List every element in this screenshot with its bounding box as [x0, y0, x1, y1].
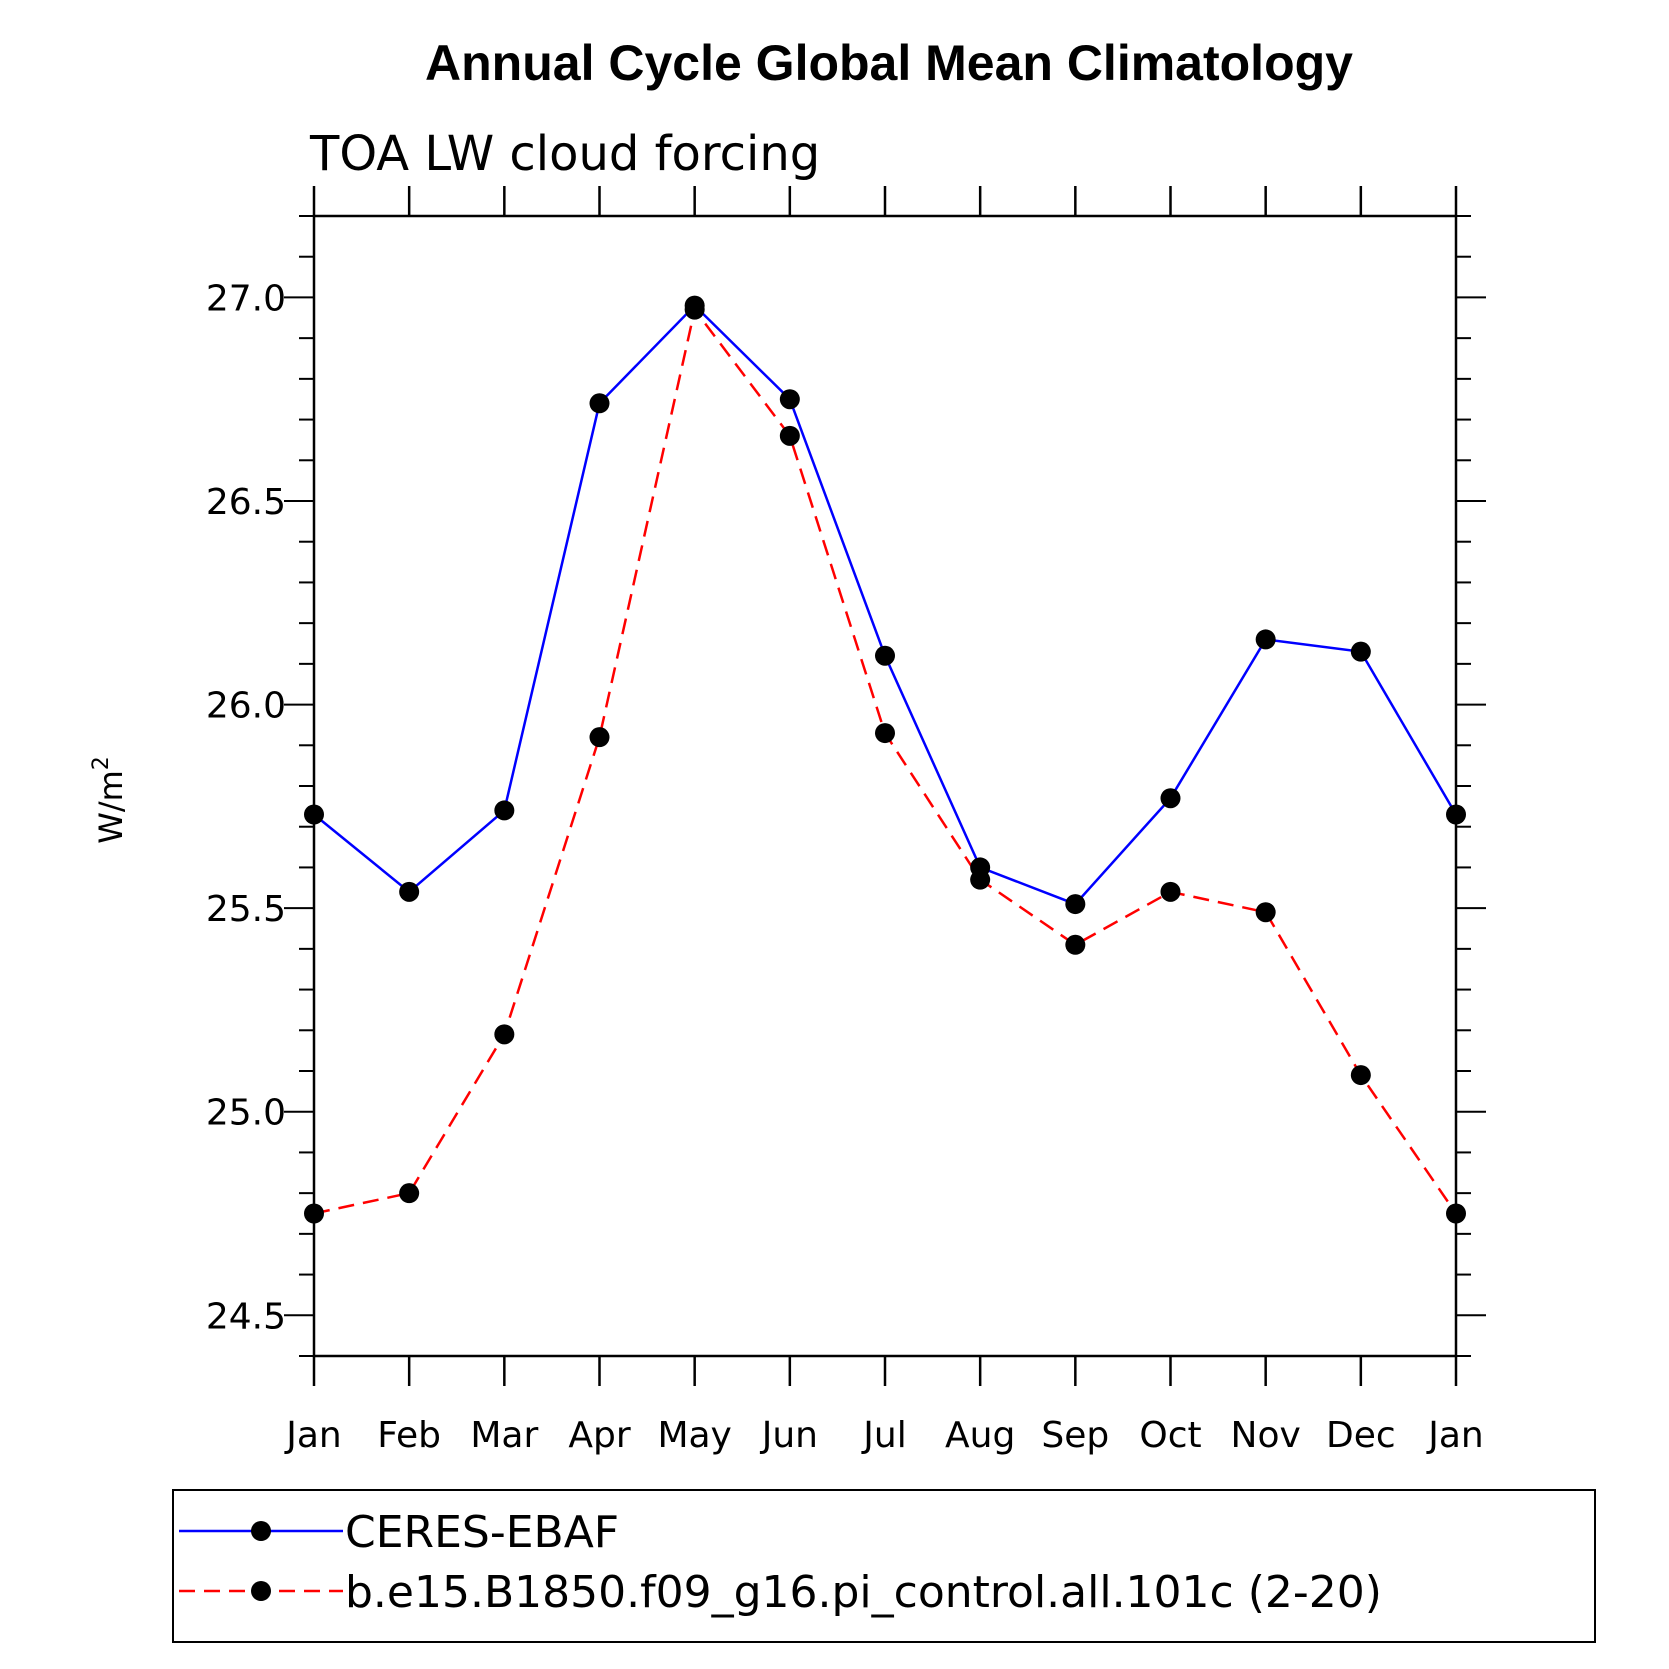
- legend-label-model: b.e15.B1850.f09_g16.pi_control.all.101c …: [345, 1567, 1382, 1618]
- data-point: [399, 1183, 420, 1204]
- data-point: [684, 299, 705, 320]
- data-point: [1350, 1065, 1371, 1086]
- data-point: [304, 1203, 324, 1224]
- y-tick-label: 25.0: [206, 1093, 286, 1134]
- legend-item-ceres: CERES-EBAF: [179, 1507, 619, 1558]
- chart-title: Annual Cycle Global Mean Climatology: [425, 35, 1353, 91]
- x-tick-label: Aug: [945, 1415, 1015, 1456]
- data-point: [875, 645, 895, 666]
- data-point: [970, 869, 991, 890]
- data-point: [1160, 788, 1181, 809]
- data-point: [1160, 881, 1181, 902]
- plot-frame: [312, 214, 1458, 1358]
- x-tick-label: Feb: [377, 1415, 441, 1456]
- x-tick-label: Mar: [470, 1415, 538, 1456]
- series-lines: [313, 303, 1458, 1215]
- data-point: [494, 800, 515, 821]
- x-tick-label: Nov: [1231, 1415, 1301, 1456]
- data-point: [779, 425, 800, 446]
- series-line-0: [313, 303, 1458, 906]
- data-point: [589, 727, 610, 748]
- data-point: [304, 804, 324, 825]
- x-tick-label: Jan: [1426, 1415, 1484, 1456]
- series-markers: [304, 295, 1466, 1224]
- y-tick-label: 25.5: [206, 889, 286, 930]
- data-point: [589, 393, 610, 414]
- y-tick-label: 24.5: [206, 1296, 286, 1337]
- data-point: [399, 881, 420, 902]
- legend-box: [172, 1489, 1596, 1643]
- data-point: [875, 723, 895, 744]
- y-tick-label: 26.5: [206, 482, 286, 523]
- data-point: [1446, 1203, 1466, 1224]
- data-point: [1065, 934, 1086, 955]
- x-tick-label: May: [657, 1415, 731, 1456]
- data-point: [1446, 804, 1466, 825]
- y-axis-label: W/m2: [89, 756, 130, 844]
- data-point: [1065, 894, 1086, 915]
- x-tick-label: Jun: [760, 1415, 818, 1456]
- y-tick-label: 26.0: [206, 686, 286, 727]
- x-tick-label: Oct: [1139, 1415, 1201, 1456]
- data-point: [779, 389, 800, 410]
- legend-swatch-ceres-marker: [251, 1521, 271, 1541]
- y-axis-label-superscript: 2: [89, 756, 114, 770]
- chart-subtitle: TOA LW cloud forcing: [309, 126, 820, 182]
- x-tick-label: Jan: [284, 1415, 342, 1456]
- y-axis-label-unit: W/m: [92, 770, 130, 844]
- data-point: [1350, 641, 1371, 662]
- x-tick-label: Apr: [568, 1415, 630, 1456]
- legend-swatch-model-marker: [251, 1581, 271, 1601]
- x-tick-label: Dec: [1326, 1415, 1396, 1456]
- x-tick-label: Jul: [861, 1415, 906, 1456]
- legend-item-model: b.e15.B1850.f09_g16.pi_control.all.101c …: [179, 1567, 1382, 1618]
- data-point: [1255, 902, 1276, 923]
- legend-label-ceres: CERES-EBAF: [345, 1507, 619, 1558]
- axis-ticks: Jan Feb Mar Apr May Jun Jul Aug Sep Oct Nov Dec Jan 2…: [206, 186, 1486, 1456]
- y-tick-label: 27.0: [206, 278, 286, 319]
- series-line-1: [313, 306, 1458, 1215]
- data-point: [494, 1024, 515, 1045]
- x-tick-label: Sep: [1041, 1415, 1109, 1456]
- data-point: [1255, 629, 1276, 650]
